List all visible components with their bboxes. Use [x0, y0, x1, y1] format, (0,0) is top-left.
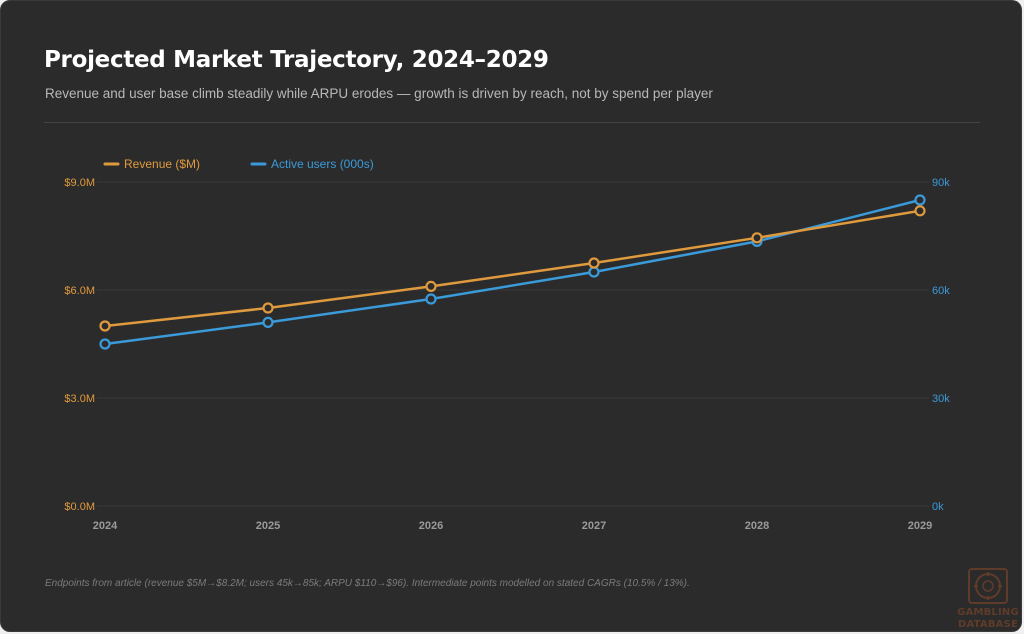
legend: Revenue ($M) Active users (000s) — [103, 157, 374, 171]
left-tick-label: $6.0M — [64, 285, 95, 297]
left-tick-label: $0.0M — [64, 501, 95, 513]
x-tick-label: 2026 — [419, 520, 443, 532]
right-tick-label: 90k — [932, 177, 950, 189]
header-divider — [44, 122, 980, 123]
data-point-revenue[interactable] — [99, 320, 111, 332]
data-point-revenue[interactable] — [751, 232, 763, 244]
x-tick-label: 2025 — [256, 520, 280, 532]
data-point-users[interactable] — [425, 293, 437, 305]
chart-title: Projected Market Trajectory, 2024–2029 — [44, 47, 549, 73]
x-tick-label: 2024 — [93, 520, 118, 532]
x-tick-label: 2029 — [908, 520, 932, 532]
right-tick-label: 0k — [932, 501, 944, 513]
chart-subtitle: Revenue and user base climb steadily whi… — [45, 86, 713, 101]
series-layer — [99, 194, 926, 350]
right-tick-label: 30k — [932, 393, 950, 405]
right-axis: 0k 30k 60k 90k — [932, 177, 950, 513]
left-axis: $0.0M $3.0M $6.0M $9.0M — [64, 177, 95, 513]
data-point-users[interactable] — [99, 338, 111, 350]
watermark-logo: GAMBLING DATABASE — [951, 567, 1021, 631]
series-line-revenue — [104, 209, 921, 328]
series-line-users — [104, 198, 921, 346]
data-point-revenue[interactable] — [588, 257, 600, 269]
watermark-line-1: GAMBLING — [957, 607, 1019, 618]
grid-lines — [97, 181, 929, 507]
chip-icon — [968, 568, 1008, 604]
legend-label: Revenue ($M) — [124, 157, 200, 171]
watermark-line-2: DATABASE — [957, 619, 1019, 630]
data-point-revenue[interactable] — [914, 205, 926, 217]
legend-label: Active users (000s) — [271, 157, 374, 171]
data-point-users[interactable] — [588, 266, 600, 278]
data-point-users[interactable] — [914, 194, 926, 206]
data-point-revenue[interactable] — [425, 280, 437, 292]
left-tick-label: $9.0M — [64, 177, 95, 189]
x-tick-label: 2027 — [582, 520, 606, 532]
x-tick-label: 2028 — [745, 520, 769, 532]
x-axis: 2024 2025 2026 2027 2028 2029 — [93, 520, 932, 532]
footnote: Endpoints from article (revenue $5M→$8.2… — [45, 578, 690, 589]
data-point-users[interactable] — [262, 316, 274, 328]
right-tick-label: 60k — [932, 285, 950, 297]
left-tick-label: $3.0M — [64, 393, 95, 405]
data-point-revenue[interactable] — [262, 302, 274, 314]
